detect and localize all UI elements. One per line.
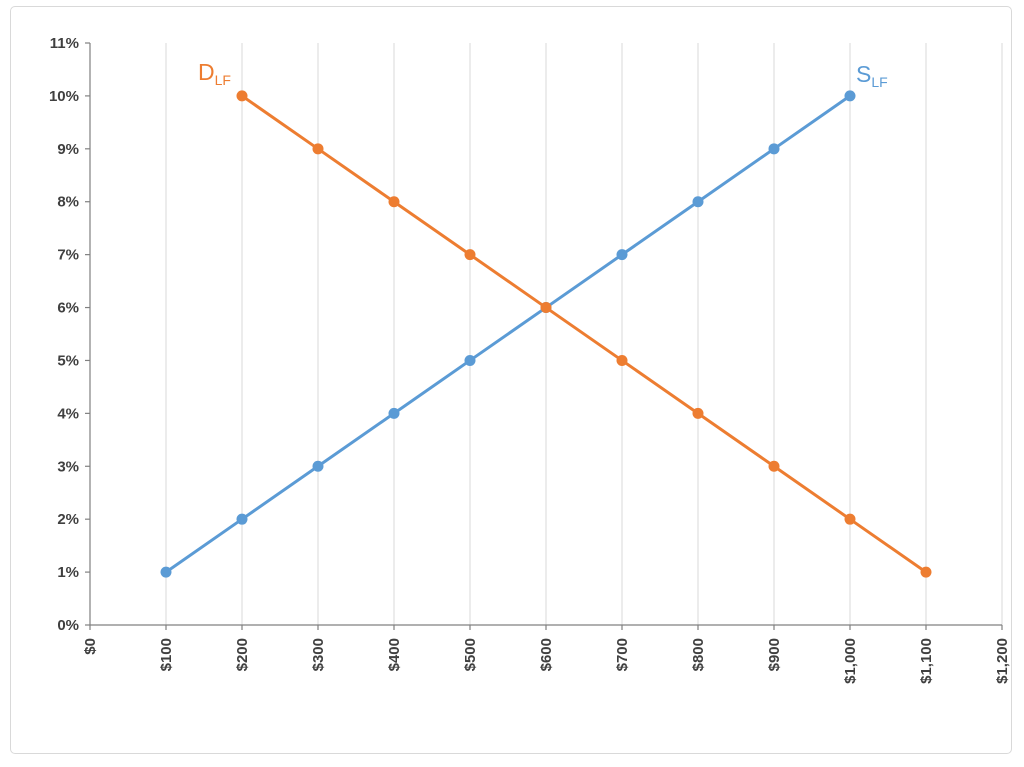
y-tick-label: 1% [57, 564, 79, 581]
y-tick-label: 9% [57, 141, 79, 158]
y-tick-label: 6% [57, 300, 79, 317]
series-label-supply-loanable-funds: SLF [856, 61, 888, 90]
x-tick-label: $300 [310, 638, 327, 671]
data-point-demand-loanable-funds [312, 143, 324, 155]
y-tick-label: 3% [57, 458, 79, 475]
data-point-demand-loanable-funds [540, 302, 552, 314]
x-tick-label: $700 [614, 638, 631, 671]
data-point-demand-loanable-funds [844, 513, 856, 525]
x-tick-label: $1,100 [918, 638, 935, 684]
y-tick-label: 4% [57, 405, 79, 422]
data-point-supply-loanable-funds [844, 90, 856, 102]
data-point-supply-loanable-funds [388, 407, 400, 419]
x-tick-label: $500 [462, 638, 479, 671]
series-line-demand-loanable-funds [240, 94, 928, 574]
data-point-demand-loanable-funds [692, 407, 704, 419]
data-point-supply-loanable-funds [768, 143, 780, 155]
chart-figure-border [10, 6, 1012, 754]
x-tick-label: $200 [234, 638, 251, 671]
data-point-supply-loanable-funds [312, 460, 324, 472]
data-point-supply-loanable-funds [692, 196, 704, 208]
data-point-demand-loanable-funds [236, 90, 248, 102]
y-tick-label: 0% [57, 617, 79, 634]
x-tick-label: $1,000 [842, 638, 859, 684]
x-tick-label: $1,200 [994, 638, 1011, 684]
x-tick-label: $800 [690, 638, 707, 671]
y-tick-label: 7% [57, 247, 79, 264]
series-label-demand-loanable-funds: DLF [198, 59, 231, 88]
data-point-supply-loanable-funds [616, 249, 628, 261]
data-point-demand-loanable-funds [464, 249, 476, 261]
y-tick-label: 11% [50, 35, 79, 52]
x-tick-label: $900 [766, 638, 783, 671]
data-point-demand-loanable-funds [768, 460, 780, 472]
data-point-supply-loanable-funds [160, 566, 172, 578]
data-point-demand-loanable-funds [920, 566, 932, 578]
y-tick-label: 2% [57, 511, 79, 528]
y-tick-label: 8% [57, 194, 79, 211]
y-tick-label: 10% [49, 88, 79, 105]
x-tick-label: $0 [82, 638, 99, 655]
data-point-supply-loanable-funds [236, 513, 248, 525]
data-point-supply-loanable-funds [464, 354, 476, 366]
data-point-demand-loanable-funds [388, 196, 400, 208]
data-point-demand-loanable-funds [616, 354, 628, 366]
series-line-supply-loanable-funds [164, 94, 852, 574]
x-tick-label: $100 [158, 638, 175, 671]
x-tick-label: $400 [386, 638, 403, 671]
x-tick-label: $600 [538, 638, 555, 671]
y-tick-label: 5% [57, 352, 79, 369]
